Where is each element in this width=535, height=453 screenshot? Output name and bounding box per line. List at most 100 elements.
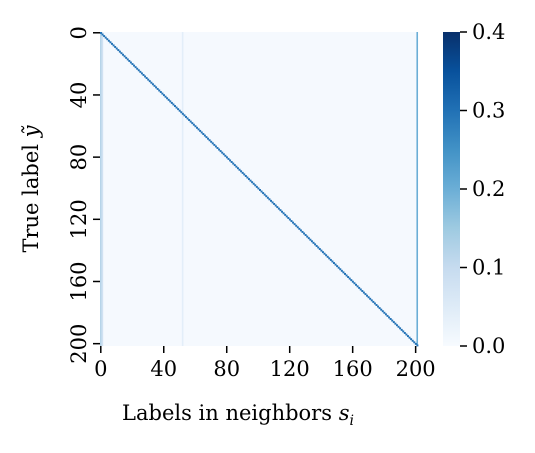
heatmap-diagonal-cell	[104, 36, 107, 39]
heatmap-diagonal-cell	[233, 164, 236, 167]
heatmap-diagonal-cell	[402, 330, 405, 333]
y-axis-title: True label ỹ	[19, 124, 43, 252]
heatmap-diagonal-cell	[279, 209, 282, 212]
heatmap-diagonal-cell	[295, 224, 298, 227]
heatmap-diagonal-cell	[136, 67, 139, 70]
heatmap-diagonal-cell	[378, 307, 381, 310]
heatmap-diagonal-cell	[315, 244, 318, 247]
heatmap-diagonal-cell	[202, 133, 205, 135]
heatmap-diagonal-cell	[312, 241, 315, 244]
heatmap-diagonal-cell	[183, 114, 186, 117]
heatmap-diagonal-cell	[355, 283, 357, 286]
heatmap-diagonal-cell	[227, 157, 230, 160]
heatmap-diagonal-cell	[369, 297, 372, 300]
heatmap-diagonal-cell	[177, 108, 180, 111]
heatmap-diagonal-cell	[122, 53, 125, 56]
heatmap-diagonal-cell	[265, 195, 268, 198]
heatmap-diagonal-cell	[120, 52, 123, 55]
heatmap-diagonal-cell	[298, 227, 301, 230]
heatmap-diagonal-cell	[236, 167, 239, 170]
x-axis-title: Labels in neighbors si	[122, 401, 354, 429]
y-axis-title-symbol: ỹ	[19, 124, 43, 138]
heatmap-diagonal-cell	[246, 176, 249, 179]
heatmap-diagonal-cell	[117, 49, 120, 52]
heatmap-diagonal-cell	[109, 41, 112, 44]
heatmap-diagonal-cell	[103, 35, 106, 38]
heatmap-diagonal-cell	[292, 221, 295, 224]
heatmap-column-0	[100, 32, 102, 346]
heatmap-diagonal-cell	[334, 263, 337, 266]
heatmap-diagonal-cell	[194, 125, 197, 128]
y-axis-title-text: True label	[19, 144, 43, 253]
heatmap-diagonal-cell	[106, 38, 109, 41]
y-tick-label: 80	[67, 144, 91, 171]
heatmap-diagonal-cell	[400, 328, 403, 331]
heatmap-diagonal-cell	[188, 119, 191, 121]
heatmap-diagonal-cell	[332, 262, 335, 265]
heatmap-diagonal-cell	[403, 332, 406, 334]
heatmap-diagonal-cell	[180, 111, 183, 114]
heatmap-diagonal-cell	[244, 175, 247, 177]
heatmap-diagonal-cell	[383, 311, 386, 314]
y-tick-label: 160	[67, 261, 91, 301]
heatmap-diagonal-cell	[100, 32, 102, 34]
heatmap-diagonal-cell	[199, 129, 202, 132]
heatmap-diagonal-cell	[111, 42, 113, 45]
heatmap-diagonal-cell	[263, 193, 266, 196]
heatmap-diagonal-cell	[359, 288, 362, 291]
heatmap-diagonal-cell	[285, 215, 288, 218]
heatmap-diagonal-cell	[167, 98, 170, 101]
x-tick-label: 160	[333, 357, 373, 381]
heatmap-diagonal-cell	[293, 223, 296, 226]
heatmap-diagonal-cell	[309, 238, 312, 241]
colorbar-tick-label: 0.1	[472, 256, 505, 280]
heatmap-diagonal-cell	[235, 165, 238, 168]
heatmap-diagonal-cell	[112, 44, 115, 47]
heatmap-diagonal-cell	[210, 140, 213, 143]
heatmap-column-1	[101, 32, 104, 346]
x-tick-label: 40	[150, 357, 177, 381]
heatmap-diagonal-cell	[290, 220, 293, 223]
heatmap-diagonal-cell	[318, 248, 321, 251]
heatmap-diagonal-cell	[251, 181, 254, 184]
heatmap-diagonal-cell	[329, 258, 332, 261]
heatmap-diagonal-cell	[221, 151, 224, 154]
heatmap-diagonal-cell	[129, 61, 132, 64]
x-axis-title-text: Labels in neighbors	[122, 401, 332, 425]
heatmap-diagonal-cell	[218, 148, 221, 151]
heatmap-diagonal-cell	[211, 142, 214, 145]
heatmap-diagonal-cell	[169, 100, 172, 103]
heatmap-diagonal-cell	[259, 189, 261, 191]
x-axis-title-symbol: s	[339, 401, 350, 425]
heatmap-diagonal-cell	[200, 131, 203, 134]
heatmap-diagonal-cell	[370, 299, 373, 302]
heatmap-diagonal-cell	[413, 341, 416, 344]
heatmap-diagonal-cell	[225, 156, 228, 159]
heatmap-diagonal-cell	[270, 199, 272, 202]
heatmap-diagonal-cell	[314, 243, 317, 246]
heatmap-diagonal-cell	[307, 237, 310, 240]
heatmap-diagonal-cell	[353, 282, 356, 285]
heatmap-diagonal-cell	[207, 137, 210, 140]
heatmap-diagonal-cell	[336, 265, 339, 268]
heatmap-diagonal-cell	[350, 279, 353, 282]
heatmap-diagonal-cell	[216, 147, 219, 149]
heatmap-diagonal-cell	[175, 106, 178, 109]
heatmap-diagonal-cell	[155, 86, 158, 89]
heatmap-diagonal-cell	[125, 56, 128, 59]
heatmap-diagonal-cell	[271, 201, 274, 204]
heatmap-diagonal-cell	[296, 226, 299, 229]
heatmap-diagonal-cell	[366, 294, 369, 297]
heatmap-diagonal-cell	[140, 72, 143, 75]
heatmap-diagonal-cell	[284, 213, 287, 216]
heatmap-diagonal-cell	[191, 122, 194, 125]
heatmap-diagonal-cell	[219, 150, 222, 153]
heatmap-diagonal-cell	[151, 83, 154, 86]
heatmap-diagonal-cell	[373, 302, 376, 305]
heatmap-diagonal-cell	[273, 202, 276, 205]
heatmap-diagonal-cell	[128, 59, 131, 62]
heatmap-diagonal-cell	[126, 58, 129, 61]
heatmap-diagonal-cell	[301, 230, 304, 233]
heatmap-diagonal-cell	[274, 204, 277, 207]
